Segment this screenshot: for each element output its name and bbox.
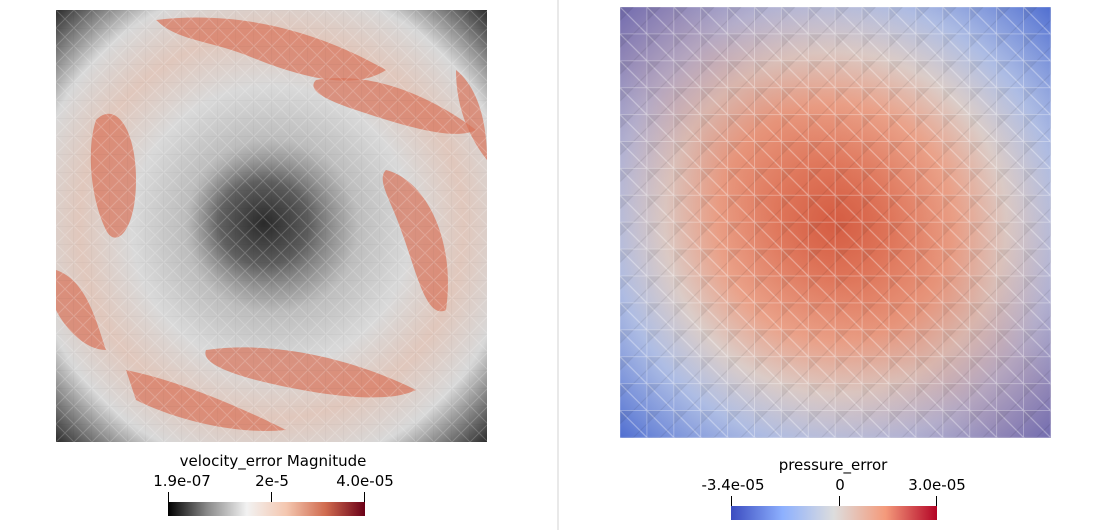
- velocity-error-panel: velocity_error Magnitude 1.9e-07 2e-5 4.…: [0, 0, 557, 530]
- pressure-colorbar-title: pressure_error: [778, 456, 888, 474]
- velocity-tickmark-max: [364, 492, 365, 502]
- pressure-tick-zero: 0: [835, 476, 845, 494]
- velocity-tickmark-mid: [271, 492, 272, 502]
- velocity-tick-mid: 2e-5: [255, 472, 289, 490]
- velocity-tickmark-min: [168, 492, 169, 502]
- panel-divider: [557, 0, 559, 530]
- velocity-colorbar: [168, 502, 365, 516]
- pressure-tickmark-max: [936, 496, 937, 506]
- pressure-tick-max: 3.0e-05: [908, 476, 966, 494]
- pressure-error-plot: [620, 7, 1051, 438]
- pressure-tick-min: -3.4e-05: [701, 476, 765, 494]
- velocity-colorbar-title: velocity_error Magnitude: [179, 452, 367, 470]
- velocity-error-plot: [56, 10, 487, 442]
- pressure-colorbar: [731, 506, 937, 520]
- pressure-tickmark-zero: [839, 496, 840, 506]
- pressure-error-panel: pressure_error -3.4e-05 0 3.0e-05: [559, 0, 1116, 530]
- pressure-tickmark-min: [731, 496, 732, 506]
- velocity-tick-min: 1.9e-07: [153, 472, 211, 490]
- velocity-tick-max: 4.0e-05: [336, 472, 394, 490]
